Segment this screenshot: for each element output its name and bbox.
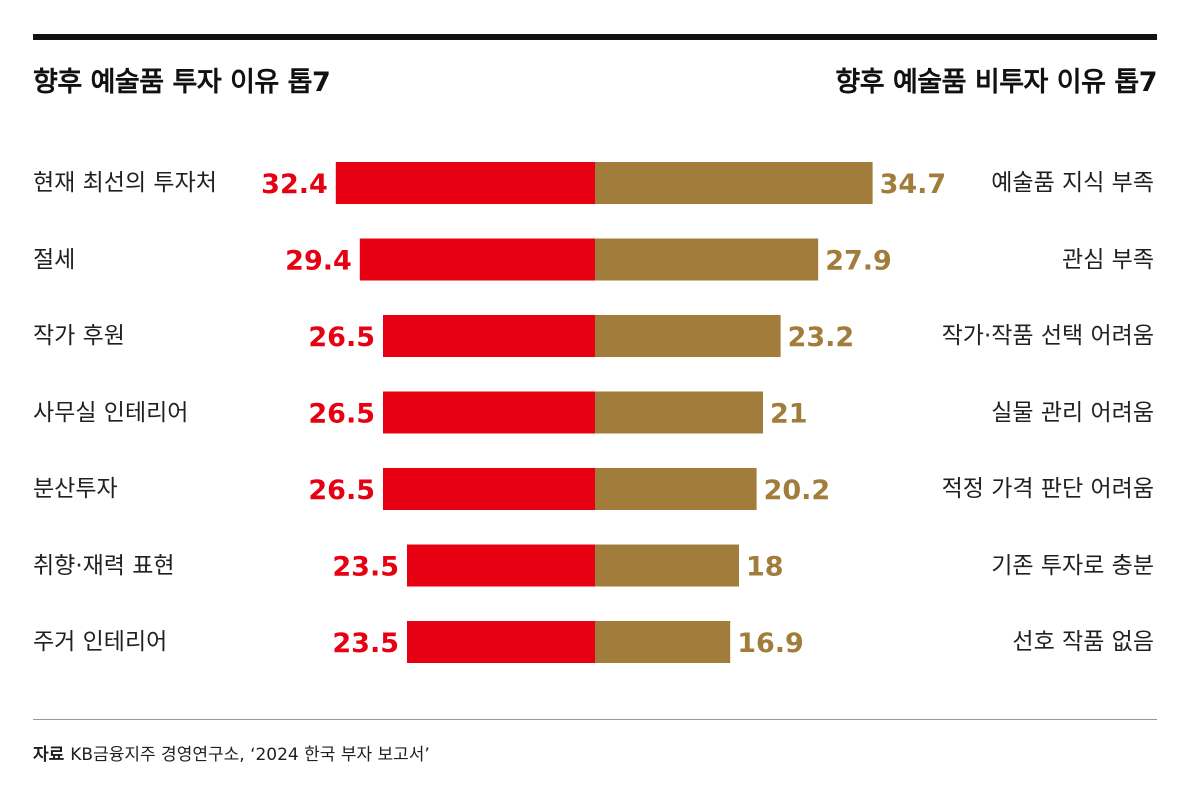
right-bar-6 <box>595 544 739 587</box>
left-bar-3 <box>383 315 595 357</box>
left-bar-4 <box>383 391 595 434</box>
left-value-label-3: 26.5 <box>308 322 375 353</box>
right-value-label-4: 21 <box>770 399 808 430</box>
left-value-label-5: 26.5 <box>308 475 375 506</box>
right-bar-5 <box>595 468 757 510</box>
top-rule <box>33 34 1157 40</box>
right-category-label-5: 적정 가격 판단 어려움 <box>941 476 1154 502</box>
source-text: KB금융지주 경영연구소, ‘2024 한국 부자 보고서’ <box>70 745 430 765</box>
right-category-label-6: 기존 투자로 충분 <box>991 552 1154 579</box>
left-value-label-1: 32.4 <box>261 169 328 200</box>
right-bar-7 <box>595 621 731 663</box>
right-value-label-1: 34.7 <box>880 169 947 200</box>
right-value-label-2: 27.9 <box>825 246 892 277</box>
right-value-label-6: 18 <box>746 552 784 583</box>
bottom-rule <box>33 719 1157 720</box>
left-bar-2 <box>359 238 595 281</box>
right-category-label-2: 관심 부족 <box>1062 246 1154 273</box>
right-category-label-7: 선호 작품 없음 <box>1012 629 1154 655</box>
left-bar-6 <box>407 544 595 587</box>
left-category-label-1: 현재 최선의 투자처 <box>33 170 217 196</box>
right-value-label-7: 16.9 <box>737 628 804 659</box>
right-bar-4 <box>595 391 763 434</box>
right-category-label-4: 실물 관리 어려움 <box>991 399 1154 426</box>
right-bar-2 <box>595 238 819 281</box>
right-category-label-1: 예술품 지식 부족 <box>991 170 1154 196</box>
left-chart-title: 향후 예술품 투자 이유 톱7 <box>33 67 331 98</box>
left-category-label-3: 작가 후원 <box>33 323 125 349</box>
left-category-label-4: 사무실 인테리어 <box>33 399 189 426</box>
left-bar-7 <box>407 621 595 663</box>
right-bar-3 <box>595 315 781 357</box>
left-category-label-2: 절세 <box>33 246 76 273</box>
source-note: 자료 KB금융지주 경영연구소, ‘2024 한국 부자 보고서’ <box>33 740 430 765</box>
right-chart-title: 향후 예술품 비투자 이유 톱7 <box>835 67 1157 98</box>
right-bar-1 <box>595 162 873 204</box>
right-value-label-5: 20.2 <box>764 475 831 506</box>
right-category-label-3: 작가·작품 선택 어려움 <box>941 323 1154 349</box>
right-value-label-3: 23.2 <box>788 322 855 353</box>
left-category-label-5: 분산투자 <box>33 476 118 502</box>
left-category-label-6: 취향·재력 표현 <box>33 552 175 579</box>
left-value-label-7: 23.5 <box>332 628 399 659</box>
left-category-label-7: 주거 인테리어 <box>33 629 168 655</box>
left-value-label-6: 23.5 <box>332 552 399 583</box>
left-value-label-2: 29.4 <box>285 246 352 277</box>
left-bar-5 <box>383 468 595 510</box>
source-label: 자료 <box>33 745 65 765</box>
left-bar-1 <box>335 162 595 204</box>
left-value-label-4: 26.5 <box>308 399 375 430</box>
